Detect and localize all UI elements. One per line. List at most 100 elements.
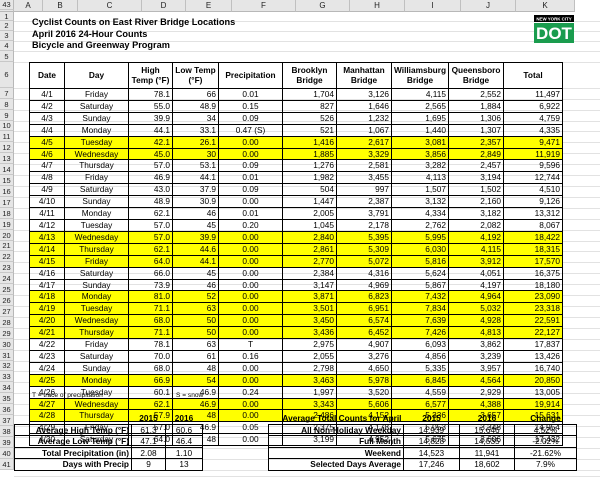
cell-brooklyn[interactable]: 1,704 — [282, 88, 337, 101]
weather-label[interactable]: Total Precipitation (in) — [14, 446, 132, 460]
cell-manhattan[interactable]: 2,581 — [336, 159, 392, 173]
cell-date[interactable]: 4/2 — [29, 99, 65, 113]
cell-brooklyn[interactable]: 3,871 — [282, 290, 337, 304]
cell-total[interactable]: 16,740 — [503, 361, 564, 375]
cell-queensboro[interactable]: 4,564 — [448, 373, 505, 387]
cell-total[interactable]: 11,497 — [503, 88, 564, 101]
cell-low[interactable]: 48.9 — [172, 99, 219, 113]
cell-precip[interactable]: 0.16 — [218, 349, 283, 363]
cell-precip[interactable]: 0.01 — [218, 88, 283, 101]
cell-manhattan[interactable]: 6,452 — [336, 326, 392, 340]
cell-williamsburg[interactable]: 3,132 — [390, 195, 450, 209]
row-header-7[interactable]: 7 — [0, 88, 14, 99]
cell-high[interactable]: 68.0 — [128, 314, 173, 328]
cell-precip[interactable]: 0.00 — [218, 397, 283, 411]
cell-date[interactable]: 4/24 — [29, 361, 65, 375]
cell-brooklyn[interactable]: 1,997 — [282, 385, 337, 399]
cell-total[interactable]: 18,315 — [503, 242, 564, 256]
cell-manhattan[interactable]: 6,823 — [336, 290, 392, 304]
cell-manhattan[interactable]: 5,309 — [336, 242, 392, 256]
cell-high[interactable]: 62.1 — [128, 242, 173, 256]
cell-low[interactable]: 50 — [172, 326, 219, 340]
count-change[interactable]: 4.52% — [514, 423, 577, 437]
cell-day[interactable]: Tuesday — [64, 302, 129, 316]
cell-total[interactable]: 17,570 — [503, 254, 564, 268]
row-header-39[interactable]: 39 — [0, 437, 14, 448]
row-header-31[interactable]: 31 — [0, 350, 14, 361]
count-v2016[interactable]: 18,602 — [459, 458, 515, 471]
cell-brooklyn[interactable]: 1,982 — [282, 171, 337, 185]
cell-precip[interactable]: 0.01 — [218, 207, 283, 220]
cell-high[interactable]: 71.1 — [128, 302, 173, 316]
count-change-header[interactable]: Change — [530, 413, 561, 423]
cell-high[interactable]: 43.0 — [128, 183, 173, 197]
cell-queensboro[interactable]: 5,032 — [448, 302, 505, 316]
cell-total[interactable]: 23,090 — [503, 290, 564, 304]
cell-date[interactable]: 4/18 — [29, 290, 65, 304]
count-year-2016[interactable]: 2016 — [477, 413, 497, 423]
cell-low[interactable]: 66 — [172, 88, 219, 101]
cell-precip[interactable]: 0.00 — [218, 361, 283, 375]
cell-williamsburg[interactable]: 5,816 — [390, 254, 450, 268]
cell-day[interactable]: Wednesday — [64, 230, 129, 244]
row-header-8[interactable]: 8 — [0, 99, 14, 110]
cell-total[interactable]: 22,591 — [503, 314, 564, 328]
cell-precip[interactable]: 0.00 — [218, 266, 283, 280]
count-change[interactable]: -21.62% — [514, 446, 577, 460]
cell-date[interactable]: 4/5 — [29, 135, 65, 149]
cell-total[interactable]: 9,596 — [503, 159, 564, 173]
cell-brooklyn[interactable]: 2,384 — [282, 266, 337, 280]
cell-manhattan[interactable]: 3,126 — [336, 88, 392, 101]
header-high-temp[interactable]: High Temp (°F) — [128, 62, 173, 89]
cell-low[interactable]: 46 — [172, 207, 219, 220]
cell-high[interactable]: 60.1 — [128, 385, 173, 399]
cell-manhattan[interactable]: 1,067 — [336, 123, 392, 137]
cell-total[interactable]: 18,422 — [503, 230, 564, 244]
cell-queensboro[interactable]: 4,388 — [448, 397, 505, 411]
cell-high[interactable]: 44.1 — [128, 123, 173, 137]
row-header-32[interactable]: 32 — [0, 361, 14, 371]
cell-high[interactable]: 55.0 — [128, 99, 173, 113]
count-v2015[interactable]: 14,939 — [403, 423, 460, 437]
cell-brooklyn[interactable]: 3,147 — [282, 278, 337, 292]
column-header-f[interactable]: F — [232, 0, 296, 12]
cell-day[interactable]: Thursday — [64, 242, 129, 256]
cell-williamsburg[interactable]: 6,030 — [390, 242, 450, 256]
cell-high[interactable]: 73.9 — [128, 278, 173, 292]
cell-date[interactable]: 4/6 — [29, 147, 65, 161]
header-total[interactable]: Total — [503, 62, 564, 89]
cell-high[interactable]: 57.0 — [128, 230, 173, 244]
weather-v2015[interactable]: 61.3 — [131, 423, 166, 437]
count-summary-title[interactable]: Average Total Counts for April — [282, 413, 402, 423]
cell-high[interactable]: 45.0 — [128, 147, 173, 161]
cell-date[interactable]: 4/21 — [29, 326, 65, 340]
cell-day[interactable]: Sunday — [64, 361, 129, 375]
cell-total[interactable]: 9,126 — [503, 195, 564, 209]
cell-precip[interactable]: 0.00 — [218, 373, 283, 387]
row-header-35[interactable]: 35 — [0, 393, 14, 404]
cell-williamsburg[interactable]: 7,834 — [390, 302, 450, 316]
cell-total[interactable]: 15,631 — [503, 409, 564, 423]
row-header-27[interactable]: 27 — [0, 306, 14, 317]
cell-queensboro[interactable]: 3,182 — [448, 207, 505, 220]
row-header-16[interactable]: 16 — [0, 186, 14, 197]
weather-v2016[interactable]: 13 — [165, 458, 203, 471]
cell-williamsburg[interactable]: 1,507 — [390, 183, 450, 197]
cell-low[interactable]: 44.1 — [172, 254, 219, 268]
cell-brooklyn[interactable]: 2,975 — [282, 338, 337, 351]
cell-total[interactable]: 4,335 — [503, 123, 564, 137]
cell-date[interactable]: 4/1 — [29, 88, 65, 101]
cell-precip[interactable]: 0.00 — [218, 195, 283, 209]
cell-brooklyn[interactable]: 827 — [282, 99, 337, 113]
cell-low[interactable]: 50 — [172, 314, 219, 328]
cell-date[interactable]: 4/23 — [29, 349, 65, 363]
cell-low[interactable]: 26.1 — [172, 135, 219, 149]
row-header-30[interactable]: 30 — [0, 339, 14, 350]
row-header-17[interactable]: 17 — [0, 197, 14, 208]
count-label[interactable]: Full Month — [268, 435, 404, 448]
cell-williamsburg[interactable]: 7,639 — [390, 314, 450, 328]
cell-williamsburg[interactable]: 3,282 — [390, 159, 450, 173]
cell-williamsburg[interactable]: 6,093 — [390, 338, 450, 351]
cell-total[interactable]: 16,375 — [503, 266, 564, 280]
cell-low[interactable]: 45 — [172, 218, 219, 232]
